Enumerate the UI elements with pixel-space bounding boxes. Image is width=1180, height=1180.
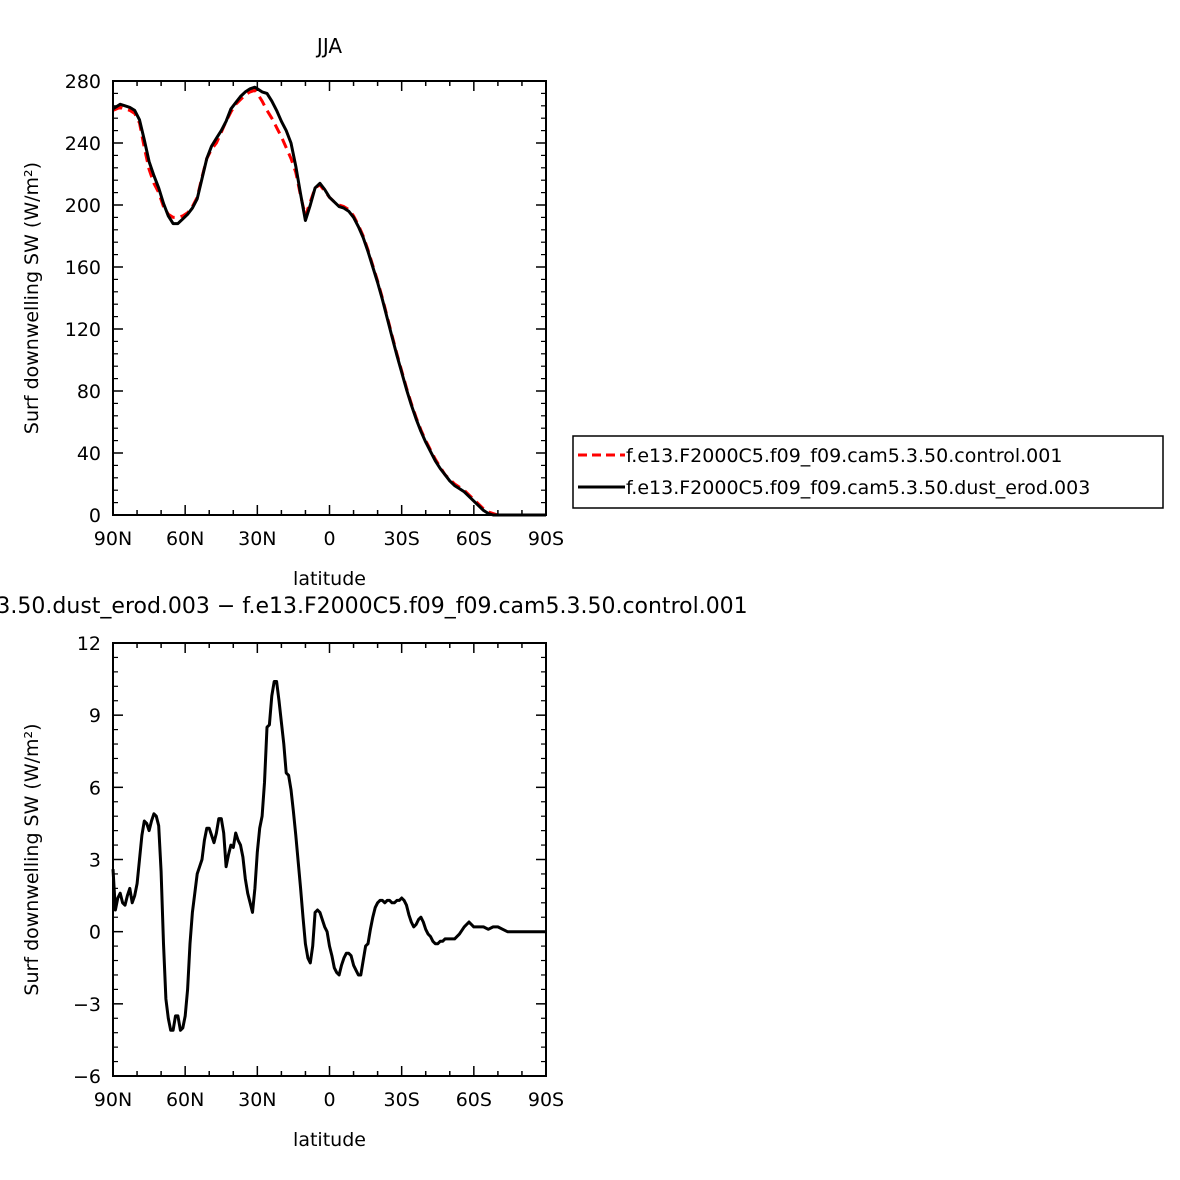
chart-top-y-tick-label: 280 xyxy=(65,71,101,93)
chart-top-y-tick-label: 240 xyxy=(65,133,101,155)
chart-top-series-0-line xyxy=(112,88,546,517)
chart-top-legend-label-0: f.e13.F2000C5.f09_f09.cam5.3.50.control.… xyxy=(626,445,1062,467)
chart-top-x-axis-label: latitude xyxy=(293,568,366,590)
chart-bottom-x-tick-label: 0 xyxy=(323,1089,335,1111)
chart-bottom-y-tick-label: 3 xyxy=(89,850,101,872)
chart-bottom-series-0-line xyxy=(111,680,546,1032)
chart-top-x-tick-label: 60N xyxy=(166,528,204,550)
chart-top-y-tick-label: 80 xyxy=(77,381,101,403)
chart-top-title: JJA xyxy=(315,34,342,58)
chart-bottom-x-tick-label: 90N xyxy=(94,1089,132,1111)
chart-top-series-1-line xyxy=(112,85,546,517)
chart-top-plot-frame xyxy=(112,80,547,516)
chart-top-y-tick-label: 160 xyxy=(65,257,101,279)
chart-bottom-y-tick-label: −3 xyxy=(73,994,101,1016)
chart-bottom-y-tick-label: 0 xyxy=(89,922,101,944)
chart-top-x-tick-label: 60S xyxy=(456,528,492,550)
chart-bottom-difference: f.e13.F2000C5.f09_f09.cam5.3.50.dust_ero… xyxy=(0,594,748,1151)
chart-top-legend-box xyxy=(572,435,1164,509)
chart-bottom-x-tick-label: 30S xyxy=(384,1089,420,1111)
chart-bottom-y-axis-label: Surf downwelling SW (W/m²) xyxy=(21,723,43,995)
chart-bottom-x-tick-label: 60S xyxy=(456,1089,492,1111)
chart-top-y-tick-label: 0 xyxy=(89,505,101,527)
chart-bottom-title: f.e13.F2000C5.f09_f09.cam5.3.50.dust_ero… xyxy=(0,594,748,619)
chart-bottom-y-tick-label: −6 xyxy=(73,1066,101,1088)
chart-top-jja: JJA 90N 60N 30N 0 30S 60S 90S 0 40 80 120 160 200 240 2… xyxy=(21,34,1164,590)
chart-top-x-tick-label: 30N xyxy=(238,528,276,550)
chart-bottom-y-tick-label: 6 xyxy=(89,777,101,799)
chart-bottom-x-axis-label: latitude xyxy=(293,1129,366,1151)
chart-top-x-tick-label: 90N xyxy=(94,528,132,550)
chart-bottom-y-tick-label: 9 xyxy=(89,705,101,727)
chart-top-legend-label-1: f.e13.F2000C5.f09_f09.cam5.3.50.dust_ero… xyxy=(626,477,1090,499)
chart-top-y-tick-label: 200 xyxy=(65,195,101,217)
chart-top-y-tick-label: 40 xyxy=(77,443,101,465)
chart-top-x-tick-label: 0 xyxy=(323,528,335,550)
chart-bottom-x-tick-label: 90S xyxy=(528,1089,564,1111)
chart-top-x-tick-label: 90S xyxy=(528,528,564,550)
chart-bottom-y-tick-label: 12 xyxy=(77,633,101,655)
chart-bottom-x-tick-label: 30N xyxy=(238,1089,276,1111)
chart-top-y-axis-label: Surf downwelling SW (W/m²) xyxy=(21,162,43,434)
chart-top-x-tick-label: 30S xyxy=(384,528,420,550)
chart-bottom-x-tick-label: 60N xyxy=(166,1089,204,1111)
chart-top-y-tick-label: 120 xyxy=(65,319,101,341)
chart-bottom-plot-frame xyxy=(112,642,547,1077)
